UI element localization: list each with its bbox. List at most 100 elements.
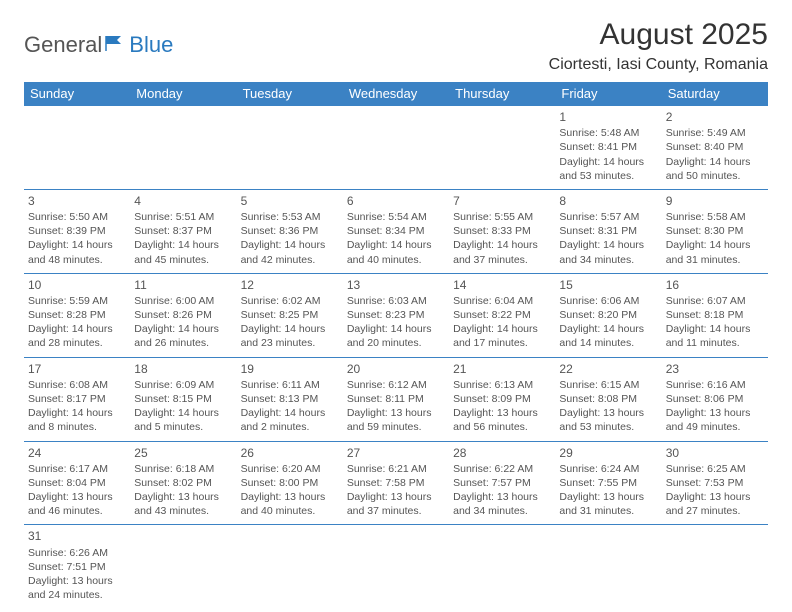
day-number: 16 (666, 277, 764, 293)
sunrise-text: Sunrise: 6:15 AM (559, 378, 657, 392)
calendar-cell: 9Sunrise: 5:58 AMSunset: 8:30 PMDaylight… (662, 189, 768, 273)
weekday-header-row: Sunday Monday Tuesday Wednesday Thursday… (24, 82, 768, 106)
sunset-text: Sunset: 7:53 PM (666, 476, 764, 490)
day-number: 27 (347, 445, 445, 461)
daylight-text: Daylight: 14 hours and 42 minutes. (241, 238, 339, 266)
daylight-text: Daylight: 13 hours and 53 minutes. (559, 406, 657, 434)
weekday-header: Friday (555, 82, 661, 106)
sunrise-text: Sunrise: 6:02 AM (241, 294, 339, 308)
sunset-text: Sunset: 8:22 PM (453, 308, 551, 322)
day-number: 10 (28, 277, 126, 293)
calendar-cell: 5Sunrise: 5:53 AMSunset: 8:36 PMDaylight… (237, 189, 343, 273)
day-number: 24 (28, 445, 126, 461)
sunrise-text: Sunrise: 6:07 AM (666, 294, 764, 308)
daylight-text: Daylight: 14 hours and 40 minutes. (347, 238, 445, 266)
sunrise-text: Sunrise: 6:04 AM (453, 294, 551, 308)
header: General Blue August 2025 Ciortesti, Iasi… (24, 18, 768, 74)
calendar-cell: 25Sunrise: 6:18 AMSunset: 8:02 PMDayligh… (130, 441, 236, 525)
daylight-text: Daylight: 14 hours and 50 minutes. (666, 155, 764, 183)
day-number: 20 (347, 361, 445, 377)
daylight-text: Daylight: 14 hours and 14 minutes. (559, 322, 657, 350)
daylight-text: Daylight: 13 hours and 56 minutes. (453, 406, 551, 434)
calendar-cell (555, 525, 661, 608)
day-number: 5 (241, 193, 339, 209)
sunset-text: Sunset: 8:13 PM (241, 392, 339, 406)
calendar-row: 10Sunrise: 5:59 AMSunset: 8:28 PMDayligh… (24, 273, 768, 357)
daylight-text: Daylight: 14 hours and 53 minutes. (559, 155, 657, 183)
calendar-cell (237, 525, 343, 608)
calendar-cell: 12Sunrise: 6:02 AMSunset: 8:25 PMDayligh… (237, 273, 343, 357)
day-number: 12 (241, 277, 339, 293)
daylight-text: Daylight: 13 hours and 37 minutes. (347, 490, 445, 518)
day-number: 4 (134, 193, 232, 209)
sunset-text: Sunset: 8:26 PM (134, 308, 232, 322)
calendar-cell (449, 106, 555, 190)
day-number: 11 (134, 277, 232, 293)
daylight-text: Daylight: 13 hours and 59 minutes. (347, 406, 445, 434)
calendar-cell: 15Sunrise: 6:06 AMSunset: 8:20 PMDayligh… (555, 273, 661, 357)
day-number: 18 (134, 361, 232, 377)
calendar-row: 1Sunrise: 5:48 AMSunset: 8:41 PMDaylight… (24, 106, 768, 190)
daylight-text: Daylight: 13 hours and 24 minutes. (28, 574, 126, 602)
calendar-cell: 23Sunrise: 6:16 AMSunset: 8:06 PMDayligh… (662, 357, 768, 441)
flag-icon (105, 34, 127, 57)
daylight-text: Daylight: 14 hours and 20 minutes. (347, 322, 445, 350)
sunset-text: Sunset: 8:41 PM (559, 140, 657, 154)
calendar-cell (24, 106, 130, 190)
calendar-cell: 30Sunrise: 6:25 AMSunset: 7:53 PMDayligh… (662, 441, 768, 525)
calendar-cell: 28Sunrise: 6:22 AMSunset: 7:57 PMDayligh… (449, 441, 555, 525)
daylight-text: Daylight: 14 hours and 37 minutes. (453, 238, 551, 266)
calendar-cell (130, 106, 236, 190)
title-block: August 2025 Ciortesti, Iasi County, Roma… (549, 18, 768, 74)
sunrise-text: Sunrise: 5:50 AM (28, 210, 126, 224)
daylight-text: Daylight: 13 hours and 27 minutes. (666, 490, 764, 518)
sunrise-text: Sunrise: 6:08 AM (28, 378, 126, 392)
daylight-text: Daylight: 14 hours and 28 minutes. (28, 322, 126, 350)
day-number: 9 (666, 193, 764, 209)
calendar-row: 17Sunrise: 6:08 AMSunset: 8:17 PMDayligh… (24, 357, 768, 441)
sunset-text: Sunset: 8:20 PM (559, 308, 657, 322)
sunset-text: Sunset: 8:09 PM (453, 392, 551, 406)
sunset-text: Sunset: 8:06 PM (666, 392, 764, 406)
sunset-text: Sunset: 8:17 PM (28, 392, 126, 406)
day-number: 1 (559, 109, 657, 125)
calendar-cell: 6Sunrise: 5:54 AMSunset: 8:34 PMDaylight… (343, 189, 449, 273)
calendar-cell: 11Sunrise: 6:00 AMSunset: 8:26 PMDayligh… (130, 273, 236, 357)
calendar-cell: 18Sunrise: 6:09 AMSunset: 8:15 PMDayligh… (130, 357, 236, 441)
sunrise-text: Sunrise: 6:20 AM (241, 462, 339, 476)
calendar-cell: 13Sunrise: 6:03 AMSunset: 8:23 PMDayligh… (343, 273, 449, 357)
calendar-cell (343, 525, 449, 608)
daylight-text: Daylight: 14 hours and 5 minutes. (134, 406, 232, 434)
daylight-text: Daylight: 14 hours and 11 minutes. (666, 322, 764, 350)
calendar-body: 1Sunrise: 5:48 AMSunset: 8:41 PMDaylight… (24, 106, 768, 609)
daylight-text: Daylight: 14 hours and 2 minutes. (241, 406, 339, 434)
daylight-text: Daylight: 14 hours and 8 minutes. (28, 406, 126, 434)
day-number: 23 (666, 361, 764, 377)
sunset-text: Sunset: 8:23 PM (347, 308, 445, 322)
sunrise-text: Sunrise: 6:09 AM (134, 378, 232, 392)
daylight-text: Daylight: 13 hours and 46 minutes. (28, 490, 126, 518)
sunset-text: Sunset: 8:25 PM (241, 308, 339, 322)
calendar-row: 24Sunrise: 6:17 AMSunset: 8:04 PMDayligh… (24, 441, 768, 525)
sunset-text: Sunset: 8:08 PM (559, 392, 657, 406)
calendar-cell: 1Sunrise: 5:48 AMSunset: 8:41 PMDaylight… (555, 106, 661, 190)
sunrise-text: Sunrise: 6:21 AM (347, 462, 445, 476)
calendar-cell: 21Sunrise: 6:13 AMSunset: 8:09 PMDayligh… (449, 357, 555, 441)
sunset-text: Sunset: 7:58 PM (347, 476, 445, 490)
day-number: 21 (453, 361, 551, 377)
sunrise-text: Sunrise: 5:57 AM (559, 210, 657, 224)
day-number: 28 (453, 445, 551, 461)
calendar-cell (343, 106, 449, 190)
calendar-cell (237, 106, 343, 190)
calendar-row: 31Sunrise: 6:26 AMSunset: 7:51 PMDayligh… (24, 525, 768, 608)
daylight-text: Daylight: 13 hours and 49 minutes. (666, 406, 764, 434)
day-number: 30 (666, 445, 764, 461)
sunrise-text: Sunrise: 6:12 AM (347, 378, 445, 392)
sunset-text: Sunset: 8:36 PM (241, 224, 339, 238)
sunset-text: Sunset: 8:00 PM (241, 476, 339, 490)
sunrise-text: Sunrise: 5:58 AM (666, 210, 764, 224)
location: Ciortesti, Iasi County, Romania (549, 56, 768, 74)
sunrise-text: Sunrise: 5:55 AM (453, 210, 551, 224)
sunrise-text: Sunrise: 5:59 AM (28, 294, 126, 308)
sunrise-text: Sunrise: 5:48 AM (559, 126, 657, 140)
